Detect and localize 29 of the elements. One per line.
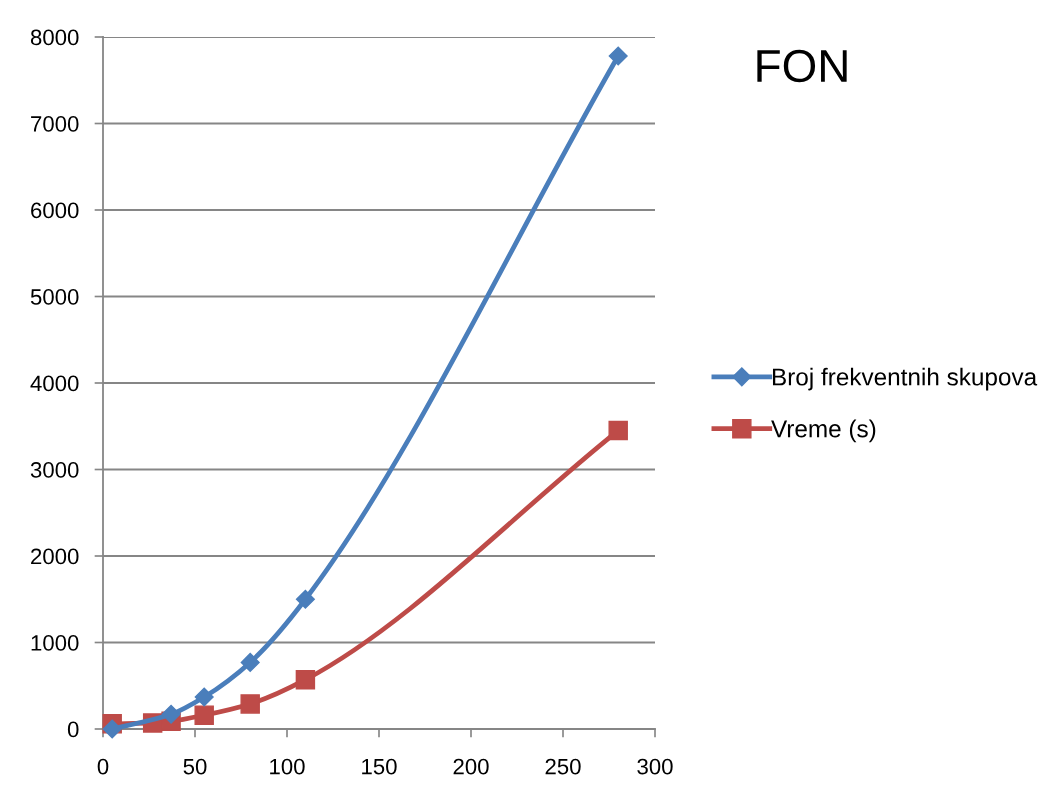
y-tick-label: 6000 <box>31 202 79 219</box>
point <box>608 46 628 66</box>
x-tick-label: 0 <box>97 758 109 775</box>
point <box>161 704 181 724</box>
y-tick-label: 0 <box>67 721 79 738</box>
y-tick-label: 1000 <box>31 635 79 651</box>
y-tick-label: 5000 <box>30 289 79 305</box>
legend-label: Broj frekventnih skupova <box>772 367 1038 391</box>
y-tick-label: 8000 <box>30 29 79 46</box>
x-tick-label: 300 <box>637 758 673 775</box>
point <box>295 589 315 609</box>
point <box>194 705 214 725</box>
point <box>608 420 628 441</box>
x-tick-label: 150 <box>362 758 397 775</box>
legend-label: Vreme (s) <box>771 419 876 443</box>
y-tick-label: 2000 <box>31 548 79 565</box>
point <box>240 652 260 672</box>
x-tick-label: 200 <box>453 758 489 775</box>
point <box>102 719 122 739</box>
x-tick-label: 100 <box>270 758 305 775</box>
point <box>194 687 214 707</box>
point <box>295 669 316 690</box>
x-tick-label: 50 <box>183 758 207 775</box>
y-tick-label: 3000 <box>30 462 79 478</box>
y-tick-label: 4000 <box>30 375 79 392</box>
text: FON <box>757 49 847 83</box>
point <box>240 694 260 714</box>
x-tick-label: 250 <box>545 758 581 775</box>
y-tick-label: 7000 <box>31 116 79 132</box>
